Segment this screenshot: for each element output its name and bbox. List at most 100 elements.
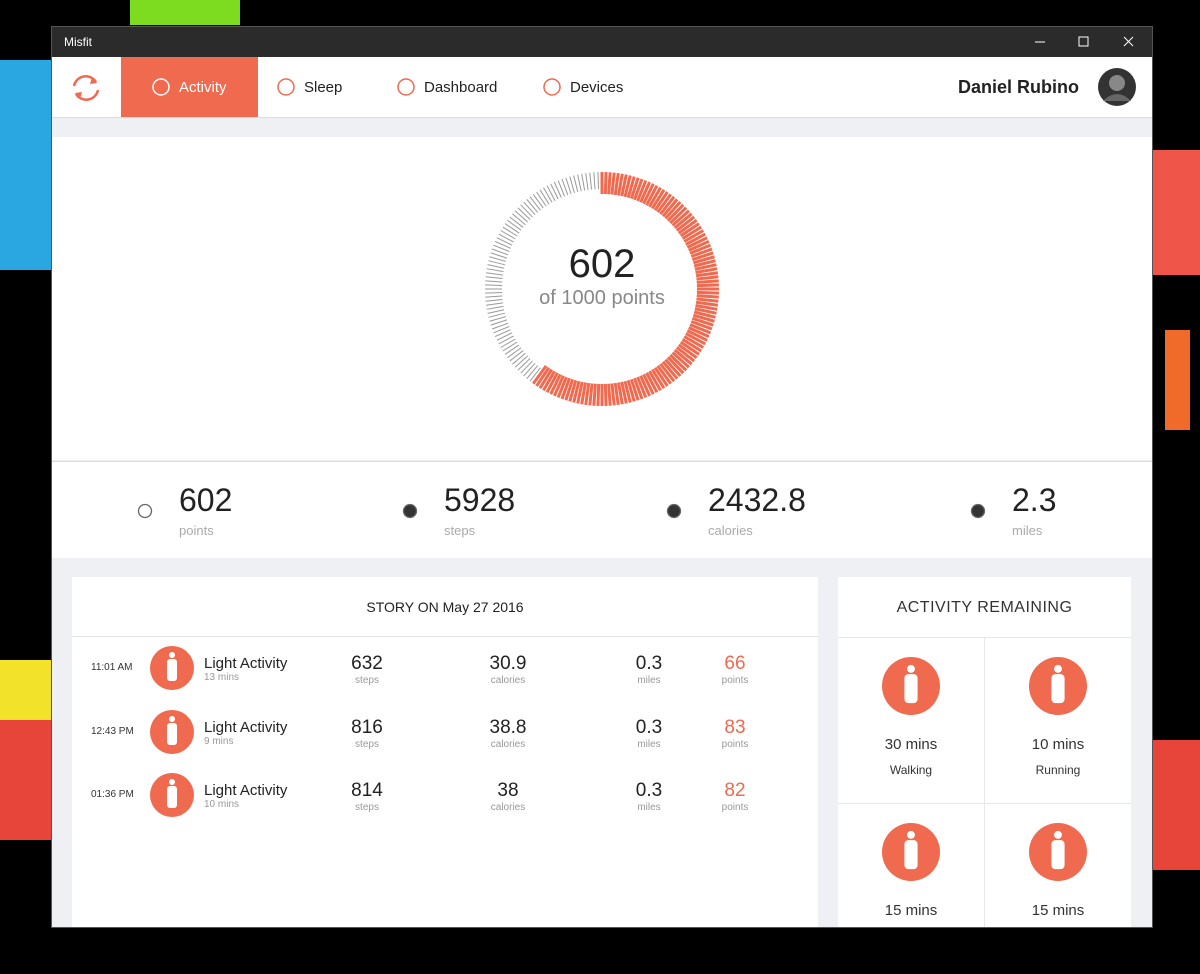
ring-tick bbox=[613, 382, 620, 406]
nav-tab[interactable]: Dashboard bbox=[378, 57, 508, 117]
ring-tick bbox=[603, 172, 608, 195]
ring-tick bbox=[502, 341, 518, 352]
ring-tick bbox=[610, 172, 616, 195]
ring-tick bbox=[549, 373, 562, 395]
ring-tick bbox=[572, 380, 581, 403]
icon-head bbox=[907, 830, 915, 839]
ring-tick bbox=[532, 364, 548, 385]
icon-body bbox=[167, 722, 177, 745]
ring-tick bbox=[488, 312, 506, 318]
activity-icon bbox=[150, 646, 194, 690]
wallpaper bbox=[0, 60, 52, 270]
maximize[interactable] bbox=[1078, 36, 1089, 47]
ring-tick bbox=[677, 343, 698, 359]
icon-body bbox=[1051, 840, 1065, 870]
row-time: 11:01 AM bbox=[91, 662, 133, 673]
ring-tick bbox=[675, 346, 696, 363]
nav-tab[interactable]: Activity bbox=[121, 57, 258, 117]
ring-tick bbox=[629, 378, 640, 401]
remaining-icon bbox=[882, 657, 940, 715]
icon-head bbox=[1054, 830, 1062, 839]
ring-tick bbox=[520, 360, 533, 374]
ring-tick bbox=[694, 307, 717, 315]
ring-tick bbox=[690, 320, 713, 331]
stats-row: 602 points 5928 steps 2432.8 calories 2.3 miles bbox=[52, 461, 1152, 558]
avatar[interactable] bbox=[1097, 67, 1137, 107]
row-points-label: points bbox=[721, 738, 749, 750]
user-name[interactable]: Daniel Rubino bbox=[958, 77, 1079, 97]
icon-body bbox=[1051, 674, 1065, 704]
ring-tick bbox=[636, 179, 648, 202]
window-controls[interactable] bbox=[1022, 27, 1152, 57]
ring-tick bbox=[694, 263, 717, 271]
ring-tick bbox=[486, 305, 504, 310]
ring-tick bbox=[487, 264, 505, 269]
ring-tick bbox=[642, 183, 655, 205]
ring-tick bbox=[664, 358, 682, 377]
ring-tick bbox=[629, 177, 640, 200]
ring-tick bbox=[496, 332, 513, 341]
ring-tick bbox=[546, 185, 556, 201]
ring-tick bbox=[536, 191, 547, 207]
remaining-duration: 15 mins bbox=[1031, 902, 1085, 919]
ring-tick bbox=[623, 175, 632, 198]
ring-tick bbox=[500, 338, 516, 348]
ring-tick bbox=[690, 247, 713, 258]
ring-tick bbox=[539, 189, 550, 205]
ring-tick bbox=[617, 173, 624, 196]
ring-tick bbox=[498, 335, 514, 345]
ring-tick bbox=[673, 348, 693, 366]
ring-tick bbox=[512, 352, 526, 365]
ring-tick bbox=[487, 309, 505, 314]
window-title: Misfit bbox=[64, 35, 92, 49]
ring-tick bbox=[686, 236, 708, 249]
ring-caption-part: 1000 bbox=[561, 287, 606, 309]
ring-tick bbox=[679, 222, 700, 238]
ring-tick bbox=[656, 364, 672, 385]
ring-tick bbox=[493, 244, 510, 253]
ring-tick bbox=[673, 212, 693, 230]
ring-tick bbox=[543, 187, 553, 203]
ring-caption: of 1000 points bbox=[539, 287, 665, 309]
icon-head bbox=[169, 652, 175, 658]
nav-tab[interactable]: Devices bbox=[524, 57, 644, 117]
ring-tick bbox=[491, 248, 509, 256]
remaining-duration: 15 mins bbox=[884, 902, 938, 919]
stat-icon-shape bbox=[666, 503, 682, 519]
row-points-label: points bbox=[721, 802, 749, 813]
ring-tick bbox=[597, 172, 600, 190]
ring-tick bbox=[509, 216, 524, 228]
row-miles: 0.3 bbox=[635, 716, 663, 738]
ring-tick bbox=[514, 210, 529, 223]
ring-tick bbox=[553, 375, 565, 397]
remaining-duration: 10 mins bbox=[1031, 736, 1085, 753]
row-steps-label: steps bbox=[355, 675, 379, 686]
activity-icon bbox=[150, 773, 194, 817]
ring-tick bbox=[486, 272, 504, 276]
ring-tick bbox=[659, 195, 676, 216]
icon-head bbox=[169, 779, 175, 785]
ring-tick bbox=[610, 383, 616, 406]
ring-tick bbox=[488, 260, 506, 266]
wallpaper bbox=[1152, 150, 1200, 275]
ring-tick bbox=[490, 252, 508, 259]
ring-tick bbox=[486, 302, 504, 306]
ring-tick bbox=[523, 362, 536, 377]
ring-tick bbox=[584, 382, 591, 406]
ring-tick bbox=[568, 379, 578, 402]
close[interactable] bbox=[1123, 36, 1134, 47]
app-window: Misfit Daniel Rubino Activity Sleep Dashbo… bbox=[51, 26, 1153, 928]
sync-button[interactable] bbox=[70, 73, 102, 103]
ring-tick bbox=[498, 233, 514, 243]
ring-tick bbox=[550, 183, 559, 200]
ring-tick bbox=[664, 201, 682, 220]
stat-label: calories bbox=[708, 523, 753, 538]
wallpaper bbox=[0, 720, 52, 840]
row-steps-label: steps bbox=[355, 738, 379, 750]
ring-tick bbox=[577, 174, 582, 192]
nav-tab[interactable]: Sleep bbox=[258, 57, 358, 117]
row-calories-label: calories bbox=[490, 675, 526, 686]
story-date: May 27 2016 bbox=[442, 599, 524, 615]
ring-tick bbox=[645, 372, 659, 394]
stat-label: points bbox=[179, 523, 214, 538]
